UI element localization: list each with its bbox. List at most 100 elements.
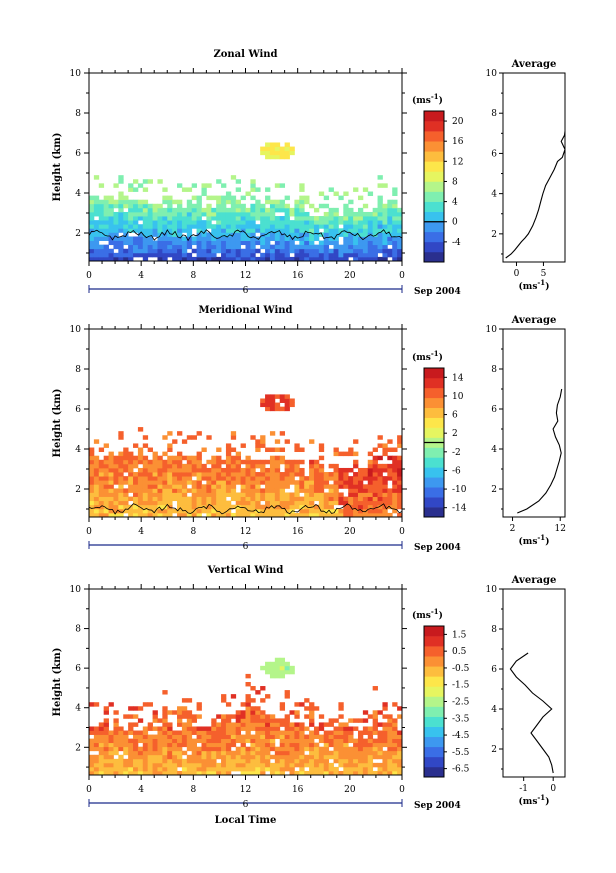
heatmap-cell <box>397 463 403 469</box>
heatmap-cell <box>157 746 163 752</box>
heatmap-cell <box>304 512 310 518</box>
heatmap-cell <box>309 770 315 776</box>
heatmap-cell <box>157 766 163 772</box>
heatmap-cell <box>367 496 374 502</box>
heatmap-cell <box>167 484 173 489</box>
heatmap-cell <box>186 472 193 477</box>
heatmap-cell <box>328 484 334 489</box>
heatmap-cell <box>377 746 383 752</box>
heatmap-cell <box>133 512 139 518</box>
heatmap-cell <box>93 512 100 518</box>
heatmap-cell <box>128 738 134 744</box>
heatmap-cell <box>392 220 398 225</box>
heatmap-cell <box>177 710 183 715</box>
heatmap-cell <box>260 480 266 485</box>
heatmap-cell <box>269 512 276 518</box>
colorbar-tick-label: -2 <box>452 448 461 458</box>
heatmap-cell <box>196 431 202 436</box>
heatmap-cell <box>245 770 251 776</box>
heatmap-cell <box>382 183 388 188</box>
heatmap-cell <box>367 236 374 241</box>
heatmap-cell <box>128 512 134 518</box>
heatmap-cell <box>162 459 168 465</box>
heatmap-cell <box>255 746 261 752</box>
heatmap-cell <box>157 496 163 502</box>
heatmap-cell <box>362 203 369 209</box>
heatmap-cell <box>167 722 173 727</box>
heatmap-cell <box>328 504 334 510</box>
heatmap-cell <box>313 216 320 221</box>
heatmap-cell <box>323 248 330 254</box>
heatmap-cell <box>348 232 354 237</box>
heatmap-cell <box>240 240 246 246</box>
heatmap-cell <box>245 228 251 233</box>
heatmap-cell <box>142 500 149 506</box>
heatmap-cell <box>177 211 183 217</box>
heatmap-cell <box>230 447 237 453</box>
heatmap-cell <box>397 762 403 768</box>
heatmap-cell <box>206 726 212 731</box>
heatmap-cell <box>216 746 222 752</box>
heatmap-cell <box>93 758 100 764</box>
heatmap-cell <box>250 232 256 237</box>
heatmap-cell <box>279 199 286 205</box>
heatmap-cell <box>89 492 95 497</box>
heatmap-cell <box>284 216 290 221</box>
heatmap-cell <box>392 236 398 241</box>
heatmap-cell <box>157 762 163 768</box>
heatmap-cell <box>133 766 139 772</box>
heatmap-cell <box>137 472 144 477</box>
heatmap-cell <box>225 742 232 748</box>
heatmap-cell <box>181 706 188 711</box>
heatmap-cell <box>328 248 334 254</box>
heatmap-cell <box>133 459 139 465</box>
heatmap-cell <box>274 236 281 241</box>
heatmap-cell <box>255 459 261 465</box>
heatmap-cell <box>230 730 237 735</box>
heatmap-cell <box>133 187 139 192</box>
heatmap-cell <box>103 472 109 477</box>
heatmap-cell <box>113 492 119 497</box>
heatmap-cell <box>338 726 344 731</box>
heatmap-cell <box>260 750 266 756</box>
heatmap-cell <box>118 762 124 768</box>
heatmap-cell <box>377 236 383 241</box>
heatmap-cell <box>108 730 114 735</box>
heatmap-cell <box>318 447 325 453</box>
heatmap-cell <box>377 203 383 209</box>
heatmap-cell <box>323 730 330 735</box>
heatmap-cell <box>333 224 339 229</box>
heatmap-cell <box>142 240 149 246</box>
heatmap-cell <box>323 216 330 221</box>
heatmap-cell <box>89 726 95 731</box>
heatmap-cell <box>225 722 232 727</box>
heatmap-cell <box>157 726 163 731</box>
heatmap-cell <box>221 211 227 217</box>
heatmap-cell <box>142 248 149 254</box>
heatmap-cell <box>89 207 95 213</box>
heatmap-cell <box>299 500 305 506</box>
heatmap-cell <box>128 451 134 457</box>
heatmap-cell <box>392 770 398 776</box>
heatmap-cell <box>279 240 286 246</box>
heatmap-cell <box>245 459 251 465</box>
heatmap-cell <box>128 484 134 489</box>
heatmap-cell <box>343 508 349 514</box>
heatmap-cell <box>250 742 256 748</box>
heatmap-cell <box>103 750 109 756</box>
heatmap-cell <box>318 455 325 461</box>
heatmap-cell <box>123 211 129 217</box>
heatmap-cell <box>338 484 344 489</box>
heatmap-cell <box>118 179 124 184</box>
heatmap-cell <box>147 496 153 502</box>
heatmap-cell <box>382 207 388 213</box>
heatmap-cell <box>211 730 217 735</box>
heatmap-cell <box>392 232 398 237</box>
heatmap-cell <box>274 770 281 776</box>
heatmap-cell <box>98 463 105 469</box>
heatmap-cell <box>333 758 339 764</box>
heatmap-cell <box>235 766 242 772</box>
heatmap-cell <box>93 252 100 258</box>
heatmap-cell <box>191 750 197 756</box>
heatmap-cell <box>152 207 158 213</box>
